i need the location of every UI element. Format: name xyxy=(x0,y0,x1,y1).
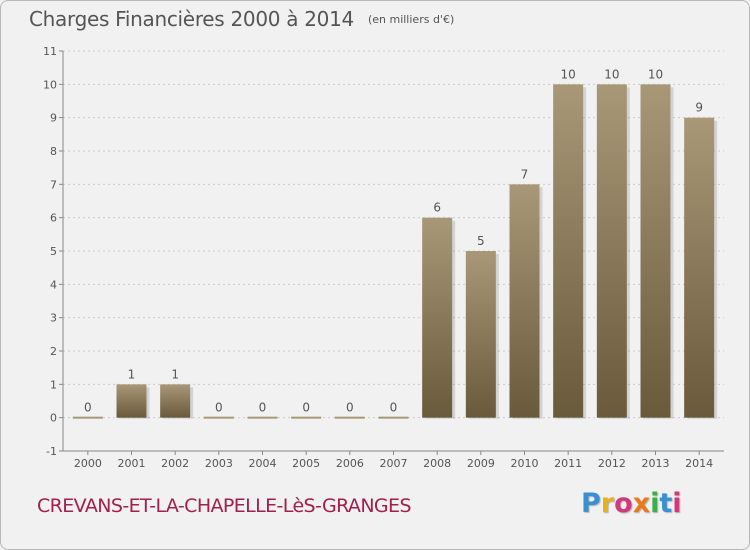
data-label: 9 xyxy=(695,101,703,115)
x-tick-label: 2009 xyxy=(467,457,495,470)
bar xyxy=(160,384,191,418)
logo-letter: t xyxy=(659,488,673,519)
chart-header: Charges Financières 2000 à 2014 (en milli… xyxy=(29,7,454,31)
y-tick-label: -1 xyxy=(46,445,57,458)
bars xyxy=(72,84,718,419)
x-tick-label: 2001 xyxy=(118,457,146,470)
data-label: 0 xyxy=(390,401,398,415)
logo-letter: x xyxy=(632,488,651,519)
logo-letter: r xyxy=(600,488,615,519)
y-tick-label: 7 xyxy=(50,178,57,191)
data-label: 1 xyxy=(128,367,136,381)
bar xyxy=(378,416,409,419)
x-tick-label: 2000 xyxy=(74,457,102,470)
bar xyxy=(640,84,671,418)
data-label: 0 xyxy=(346,401,354,415)
bar xyxy=(203,416,234,419)
y-tick-label: 1 xyxy=(50,378,57,391)
x-tick-label: 2005 xyxy=(292,457,320,470)
data-label: 5 xyxy=(477,234,485,248)
x-tick-label: 2004 xyxy=(249,457,277,470)
x-tick-label: 2003 xyxy=(205,457,233,470)
commune-name: CREVANS-ET-LA-CHAPELLE-LèS-GRANGES xyxy=(37,495,412,517)
x-tick-label: 2007 xyxy=(380,457,408,470)
y-tick-label: 8 xyxy=(50,145,57,158)
proxiti-logo: Proxiti xyxy=(581,488,682,519)
y-tick-label: 5 xyxy=(50,245,57,258)
data-label: 0 xyxy=(259,401,267,415)
y-tick-label: 10 xyxy=(43,78,57,91)
bar xyxy=(291,416,322,419)
data-label: 10 xyxy=(561,67,576,81)
x-tick-label: 2014 xyxy=(685,457,713,470)
chart-subtitle: (en milliers d'€) xyxy=(367,13,455,26)
bar xyxy=(684,117,715,418)
data-label: 7 xyxy=(521,167,529,181)
data-label: 10 xyxy=(648,67,663,81)
data-label: 1 xyxy=(171,367,179,381)
y-tick-label: 9 xyxy=(50,112,57,125)
data-label: 0 xyxy=(215,401,223,415)
logo-letter: i xyxy=(650,488,660,519)
chart-title: Charges Financières 2000 à 2014 xyxy=(29,7,354,31)
y-tick-label: 6 xyxy=(50,212,57,225)
data-label: 0 xyxy=(84,401,92,415)
x-tick-label: 2013 xyxy=(642,457,670,470)
y-tick-label: 0 xyxy=(50,412,57,425)
logo-letter: P xyxy=(581,488,601,519)
bar xyxy=(553,84,584,418)
logo-letter: i xyxy=(672,488,682,519)
bar xyxy=(509,184,540,418)
y-tick-label: 11 xyxy=(43,45,57,58)
x-tick-label: 2006 xyxy=(336,457,364,470)
bar xyxy=(422,217,453,418)
y-tick-label: 4 xyxy=(50,278,57,291)
data-label: 6 xyxy=(433,201,441,215)
bar xyxy=(72,416,103,419)
x-tick-label: 2010 xyxy=(511,457,539,470)
y-tick-label: 2 xyxy=(50,345,57,358)
y-tick-label: 3 xyxy=(50,312,57,325)
x-tick-label: 2002 xyxy=(161,457,189,470)
logo-letter: o xyxy=(614,488,633,519)
data-label: 10 xyxy=(604,67,619,81)
x-tick-label: 2011 xyxy=(554,457,582,470)
bar xyxy=(116,384,147,418)
bar xyxy=(334,416,365,419)
bar xyxy=(465,251,496,418)
x-tick-label: 2008 xyxy=(423,457,451,470)
x-tick-label: 2012 xyxy=(598,457,626,470)
bar xyxy=(596,84,627,418)
data-label: 0 xyxy=(302,401,310,415)
bar xyxy=(247,416,278,419)
